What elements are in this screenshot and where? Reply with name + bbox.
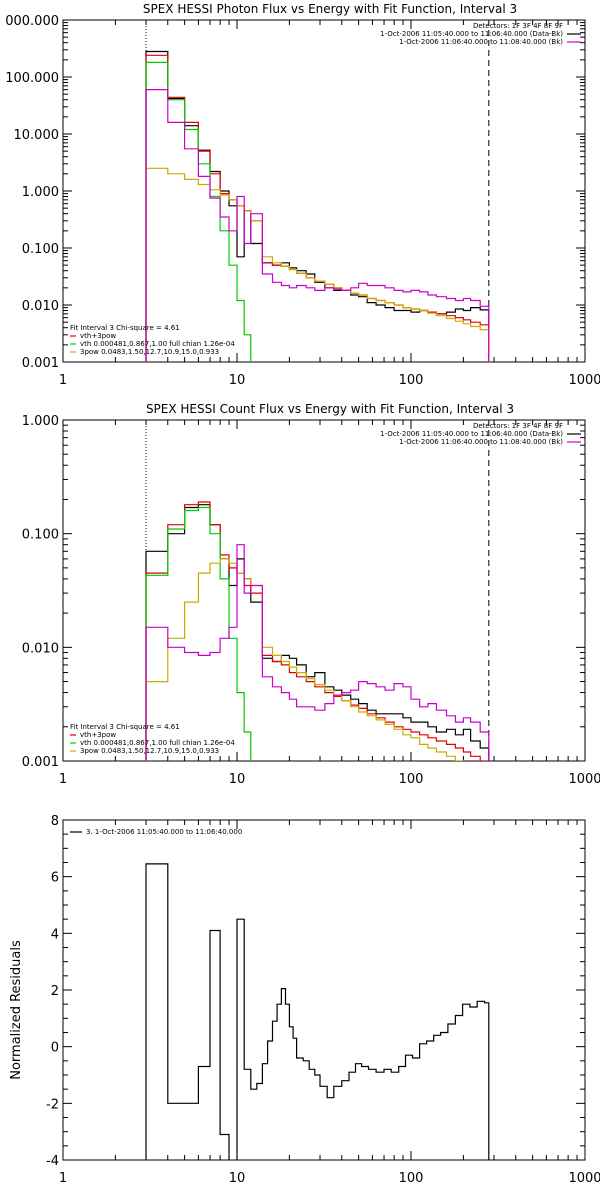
legend-entry: Detectors: 1F 3F 4F 8F 9F: [473, 22, 563, 30]
x-tick-label: 1: [59, 373, 67, 388]
legend-entry: 3. 1-Oct-2006 11:05:40.000 to 11:06:40.0…: [86, 828, 242, 836]
count-flux-panel: SPEX HESSI Count Flux vs Energy with Fit…: [22, 402, 600, 787]
series-line-4: [145, 544, 490, 761]
x-tick-label: 10: [229, 373, 246, 388]
y-tick-label: 1.000: [22, 414, 59, 429]
panel-title: SPEX HESSI Photon Flux vs Energy with Fi…: [143, 2, 517, 16]
x-tick-label: 1: [59, 772, 67, 787]
legend-entry: Fit Interval 3 Chi-square = 4.61: [70, 324, 180, 332]
x-tick-label: 1: [59, 1171, 67, 1186]
y-tick-label: 8: [51, 814, 59, 829]
legend-entry: vth 0.000481,0.867,1.00 full chian 1.26e…: [80, 340, 235, 348]
y-tick-label: 0.100: [22, 242, 59, 257]
panel-title: SPEX HESSI Count Flux vs Energy with Fit…: [146, 402, 514, 416]
y-tick-label: 0.010: [22, 299, 59, 314]
y-tick-label: -2: [46, 1097, 59, 1112]
y-tick-label: 0: [51, 1041, 59, 1056]
legend-entry: vth+3pow: [80, 332, 116, 340]
series-line-3: [145, 558, 490, 761]
y-tick-label: 4: [51, 927, 59, 942]
series-line-2: [145, 61, 263, 362]
y-axis-label: Normalized Residuals: [9, 940, 24, 1080]
legend-entry: Detectors: 1F 3F 4F 8F 9F: [473, 422, 563, 430]
x-tick-label: 1000: [568, 373, 600, 388]
legend-entry: 3pow 0.0483,1.50,12.7,10.9,15.0,0.933: [80, 747, 219, 755]
legend-entry: vth+3pow: [80, 731, 116, 739]
legend-entry: 1-Oct-2006 11:05:40.000 to 11:06:40.000 …: [380, 30, 563, 38]
y-tick-label: 0.001: [22, 356, 59, 371]
x-tick-label: 100: [399, 772, 424, 787]
y-tick-label: 10.000: [14, 128, 60, 143]
plot-frame: [62, 419, 586, 762]
y-tick-label: 1.000: [22, 185, 59, 200]
legend-entry: 1-Oct-2006 11:06:40.000 to 11:08:40.000 …: [399, 38, 563, 46]
y-tick-label: 0.001: [22, 755, 59, 770]
series-line-0: [145, 504, 490, 761]
series-line-3: [145, 167, 490, 362]
series-line-4: [145, 89, 490, 362]
y-tick-label: 000.000: [5, 14, 59, 29]
series-line-1: [145, 501, 489, 761]
legend-entry: Fit Interval 3 Chi-square = 4.61: [70, 723, 180, 731]
x-tick-label: 1000: [568, 772, 600, 787]
y-tick-label: 0.010: [22, 641, 59, 656]
x-tick-label: 10: [229, 1171, 246, 1186]
legend-entry: vth 0.000481,0.867,1.00 full chian 1.26e…: [80, 739, 235, 747]
y-tick-label: -4: [46, 1154, 59, 1169]
residuals-panel: Normalized Residuals 1 10 100 1000 8 6 4 2 0 -2 -4…: [9, 814, 600, 1186]
x-tick-label: 100: [399, 1171, 424, 1186]
series-line-2: [145, 506, 263, 761]
photon-flux-panel: SPEX HESSI Photon Flux vs Energy with Fi…: [5, 2, 600, 388]
series-line-0: [145, 863, 490, 1160]
legend-entry: 3pow 0.0483,1.50,12.7,10.9,15.0,0.933: [80, 348, 219, 356]
x-tick-label: 1000: [568, 1171, 600, 1186]
plot-frame: [62, 819, 586, 1161]
legend-entry: 1-Oct-2006 11:06:40.000 to 11:08:40.000 …: [399, 438, 563, 446]
y-tick-label: 0.100: [22, 528, 59, 543]
x-tick-label: 100: [399, 373, 424, 388]
y-tick-label: 2: [51, 984, 59, 999]
x-tick-label: 10: [229, 772, 246, 787]
plot-frame: [62, 19, 586, 363]
y-tick-label: 100.000: [5, 71, 59, 86]
legend-entry: 1-Oct-2006 11:05:40.000 to 11:06:40.000 …: [380, 430, 563, 438]
y-tick-label: 6: [51, 871, 59, 886]
